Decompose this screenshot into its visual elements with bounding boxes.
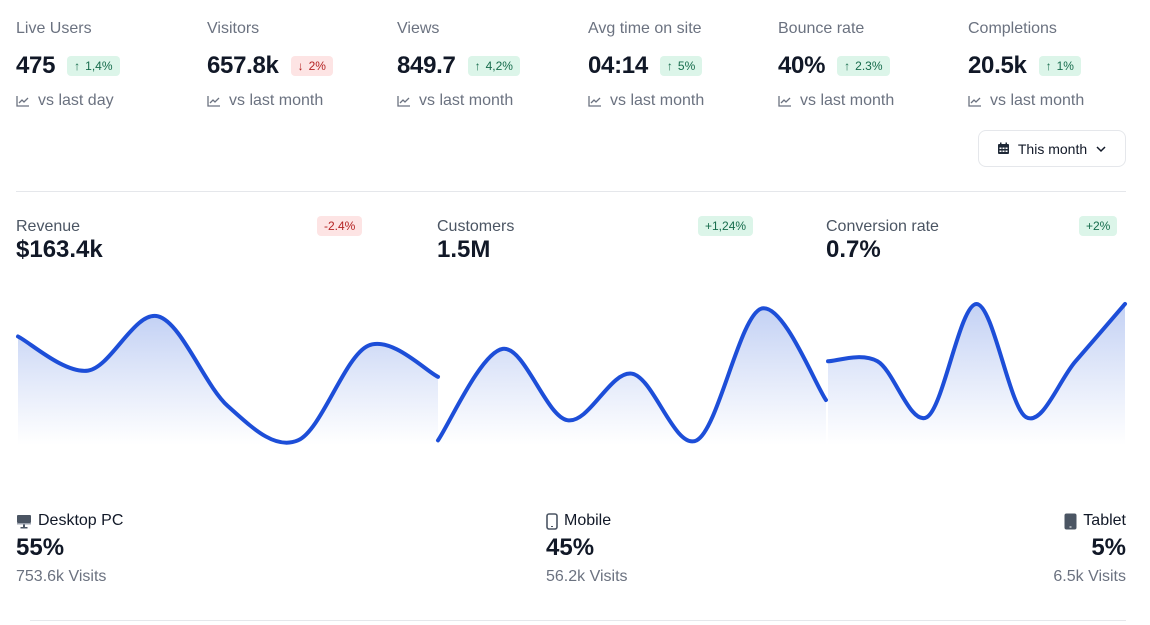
sparkline-line [826, 301, 1127, 421]
period-select-button[interactable]: This month [978, 130, 1126, 167]
compare-label: vs last day [38, 92, 114, 109]
trend-chart-icon [207, 96, 220, 107]
compare-label: vs last month [610, 92, 705, 109]
change-badge: ↓ 2% [290, 56, 333, 76]
stat-value: 475 [16, 52, 56, 79]
change-badge: ↑ 4,2% [467, 56, 520, 76]
stat-value: 20.5k [968, 52, 1027, 79]
stat-label: Bounce rate [778, 20, 865, 37]
sparkline-line [436, 306, 828, 444]
change-value: 1% [1056, 59, 1074, 73]
trend-chart-icon [588, 96, 601, 107]
trend-chart-icon [16, 96, 29, 107]
chart-title: Customers [437, 218, 515, 235]
sparkline-line [16, 314, 440, 445]
stat-value: 40% [778, 52, 826, 79]
chart-change-badge: +1,24% [698, 216, 754, 236]
change-value: 2% [308, 59, 326, 73]
sparkline-area [828, 303, 1125, 445]
chart-change-badge: -2.4% [317, 216, 363, 236]
chart-header: Conversion rate 0.7% [826, 218, 939, 264]
arrow-up-icon: ↑ [666, 59, 673, 73]
stat-label: Visitors [207, 20, 260, 37]
device-stat: Desktop PC 55% 753.6k Visits [16, 512, 123, 586]
chart-value: 0.7% [826, 236, 881, 263]
change-value: 4,2% [485, 59, 513, 73]
device-stat: Tablet 5% 6.5k Visits [1053, 512, 1126, 586]
sparkline-charts [16, 301, 1127, 445]
stat-label: Completions [968, 20, 1057, 37]
calendar-icon [997, 142, 1009, 154]
change-badge: ↑ 5% [659, 56, 703, 76]
compare-label: vs last month [229, 92, 324, 109]
stat-label: Live Users [16, 20, 92, 37]
divider [16, 191, 1126, 192]
stat-value: 657.8k [207, 52, 279, 79]
trend-chart-icon [778, 96, 791, 107]
trend-chart-icon [397, 96, 410, 107]
compare-label: vs last month [419, 92, 514, 109]
arrow-up-icon: ↑ [1045, 59, 1052, 73]
stat-card: Bounce rate 40% ↑ 2.3% vs last month [778, 18, 968, 110]
change-badge: ↑ 1% [1038, 56, 1081, 76]
chart-header: Revenue $163.4k [16, 218, 103, 264]
divider [30, 620, 1126, 621]
change-badge: ↑ 1,4% [67, 56, 120, 76]
sparkline-area [18, 315, 438, 445]
arrow-up-icon: ↑ [474, 59, 481, 73]
chevron-down-icon [1096, 145, 1106, 152]
device-visits: 753.6k Visits [16, 568, 107, 585]
device-name: Tablet [1083, 512, 1126, 529]
device-visits: 56.2k Visits [546, 568, 628, 585]
device-stat: Mobile 45% 56.2k Visits [546, 512, 628, 586]
chart-title: Conversion rate [826, 218, 939, 235]
change-value: 5% [677, 59, 696, 73]
desktop-icon [16, 513, 32, 529]
stat-card: Completions 20.5k ↑ 1% vs last month [968, 18, 1150, 110]
device-visits: 6.5k Visits [1053, 568, 1126, 585]
change-badge: ↑ 2.3% [837, 56, 890, 76]
stat-value: 849.7 [397, 52, 456, 79]
stat-label: Views [397, 20, 440, 37]
device-name: Mobile [564, 512, 612, 529]
arrow-up-icon: ↑ [844, 59, 851, 73]
stat-card: Live Users 475 ↑ 1,4% vs last day [16, 18, 206, 110]
sparkline-area [438, 308, 826, 445]
device-percent: 55% [16, 534, 65, 561]
mobile-icon [546, 512, 558, 530]
arrow-down-icon: ↓ [297, 59, 304, 73]
device-name: Desktop PC [38, 512, 124, 529]
stat-card: Views 849.7 ↑ 4,2% vs last month [397, 18, 587, 110]
change-value: 2.3% [855, 59, 883, 73]
stat-card: Visitors 657.8k ↓ 2% vs last month [207, 18, 397, 110]
compare-label: vs last month [800, 92, 895, 109]
period-label: This month [1017, 140, 1088, 157]
arrow-up-icon: ↑ [74, 59, 81, 73]
tablet-icon [1064, 513, 1077, 530]
device-percent: 45% [546, 534, 595, 561]
chart-change-badge: +2% [1079, 216, 1118, 236]
stat-card: Avg time on site 04:14 ↑ 5% vs last month [588, 18, 778, 110]
compare-label: vs last month [990, 92, 1085, 109]
change-value: 1,4% [85, 59, 113, 73]
device-percent: 5% [1091, 534, 1126, 561]
chart-value: 1.5M [437, 236, 491, 263]
stat-value: 04:14 [588, 52, 648, 79]
chart-title: Revenue [16, 218, 81, 235]
chart-header: Customers 1.5M [437, 218, 514, 264]
stat-label: Avg time on site [588, 20, 702, 37]
trend-chart-icon [968, 96, 981, 107]
chart-value: $163.4k [16, 236, 103, 263]
